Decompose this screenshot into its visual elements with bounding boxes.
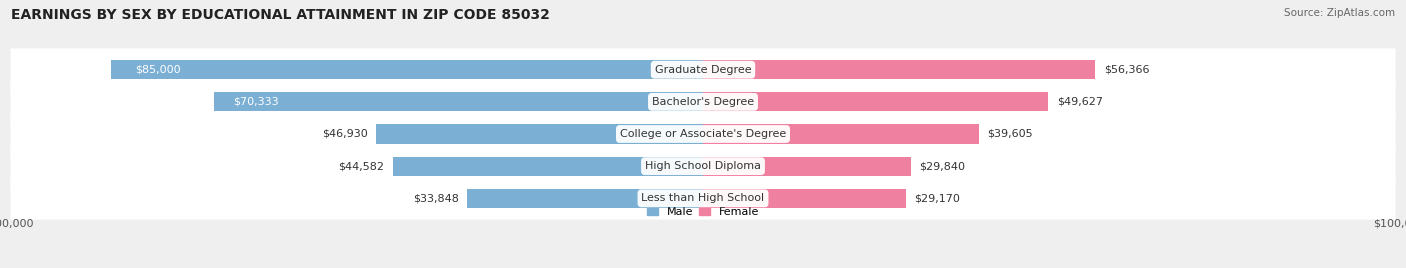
FancyBboxPatch shape (10, 81, 1396, 123)
Bar (703, 92, 1049, 111)
Text: $85,000: $85,000 (135, 65, 181, 75)
Bar (392, 157, 703, 176)
Text: $70,333: $70,333 (233, 97, 278, 107)
Bar (703, 157, 911, 176)
Bar (703, 189, 905, 208)
Text: EARNINGS BY SEX BY EDUCATIONAL ATTAINMENT IN ZIP CODE 85032: EARNINGS BY SEX BY EDUCATIONAL ATTAINMEN… (11, 8, 550, 22)
FancyBboxPatch shape (10, 49, 1396, 91)
Text: College or Associate's Degree: College or Associate's Degree (620, 129, 786, 139)
Text: $49,627: $49,627 (1057, 97, 1102, 107)
Text: $29,840: $29,840 (920, 161, 965, 171)
Bar (111, 60, 703, 79)
Bar (467, 189, 703, 208)
Text: Bachelor's Degree: Bachelor's Degree (652, 97, 754, 107)
FancyBboxPatch shape (10, 113, 1396, 155)
Text: Graduate Degree: Graduate Degree (655, 65, 751, 75)
Bar (214, 92, 703, 111)
FancyBboxPatch shape (10, 145, 1396, 187)
Bar (703, 124, 979, 144)
Text: $44,582: $44,582 (339, 161, 384, 171)
Text: High School Diploma: High School Diploma (645, 161, 761, 171)
Legend: Male, Female: Male, Female (647, 207, 759, 217)
FancyBboxPatch shape (10, 177, 1396, 219)
Text: $56,366: $56,366 (1104, 65, 1149, 75)
Bar (703, 60, 1095, 79)
Text: $46,930: $46,930 (322, 129, 368, 139)
Text: Less than High School: Less than High School (641, 193, 765, 203)
Text: $33,848: $33,848 (413, 193, 460, 203)
Text: $29,170: $29,170 (914, 193, 960, 203)
Bar (377, 124, 703, 144)
Text: $39,605: $39,605 (987, 129, 1032, 139)
Text: Source: ZipAtlas.com: Source: ZipAtlas.com (1284, 8, 1395, 18)
